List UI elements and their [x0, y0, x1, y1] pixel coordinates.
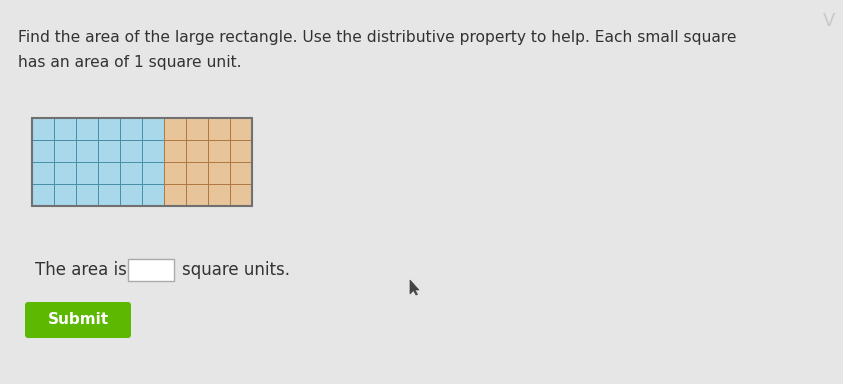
Bar [186, 140, 208, 162]
Text: has an area of 1 square unit.: has an area of 1 square unit. [18, 55, 241, 70]
Bar [186, 184, 208, 206]
Bar [120, 118, 142, 140]
Bar [164, 140, 186, 162]
Bar [208, 118, 230, 140]
Bar [54, 184, 76, 206]
Bar [186, 118, 208, 140]
Bar [32, 118, 54, 140]
Bar [76, 184, 98, 206]
Text: square units.: square units. [182, 261, 290, 279]
Bar [142, 162, 164, 184]
Bar [32, 140, 54, 162]
Bar [76, 118, 98, 140]
Bar [142, 118, 164, 140]
Bar [54, 140, 76, 162]
Bar [98, 118, 120, 140]
Bar [54, 162, 76, 184]
Bar [32, 118, 252, 206]
Bar [54, 118, 76, 140]
Bar [164, 162, 186, 184]
FancyBboxPatch shape [25, 302, 131, 338]
Bar [208, 184, 230, 206]
Bar [142, 140, 164, 162]
Polygon shape [410, 280, 419, 295]
Bar [98, 140, 120, 162]
Bar [164, 184, 186, 206]
Bar [164, 118, 186, 140]
Bar [230, 162, 252, 184]
Bar [230, 184, 252, 206]
Bar [98, 162, 120, 184]
Bar [128, 259, 174, 281]
Bar [186, 162, 208, 184]
Text: V: V [823, 12, 835, 30]
Bar [98, 184, 120, 206]
Bar [120, 184, 142, 206]
Bar [120, 140, 142, 162]
Bar [76, 162, 98, 184]
Bar [230, 118, 252, 140]
Bar [76, 140, 98, 162]
Bar [32, 162, 54, 184]
Text: Find the area of the large rectangle. Use the distributive property to help. Eac: Find the area of the large rectangle. Us… [18, 30, 737, 45]
Text: The area is: The area is [35, 261, 127, 279]
Text: Submit: Submit [47, 313, 109, 328]
Bar [32, 184, 54, 206]
Bar [142, 184, 164, 206]
Bar [120, 162, 142, 184]
Bar [230, 140, 252, 162]
Bar [208, 162, 230, 184]
Bar [208, 140, 230, 162]
